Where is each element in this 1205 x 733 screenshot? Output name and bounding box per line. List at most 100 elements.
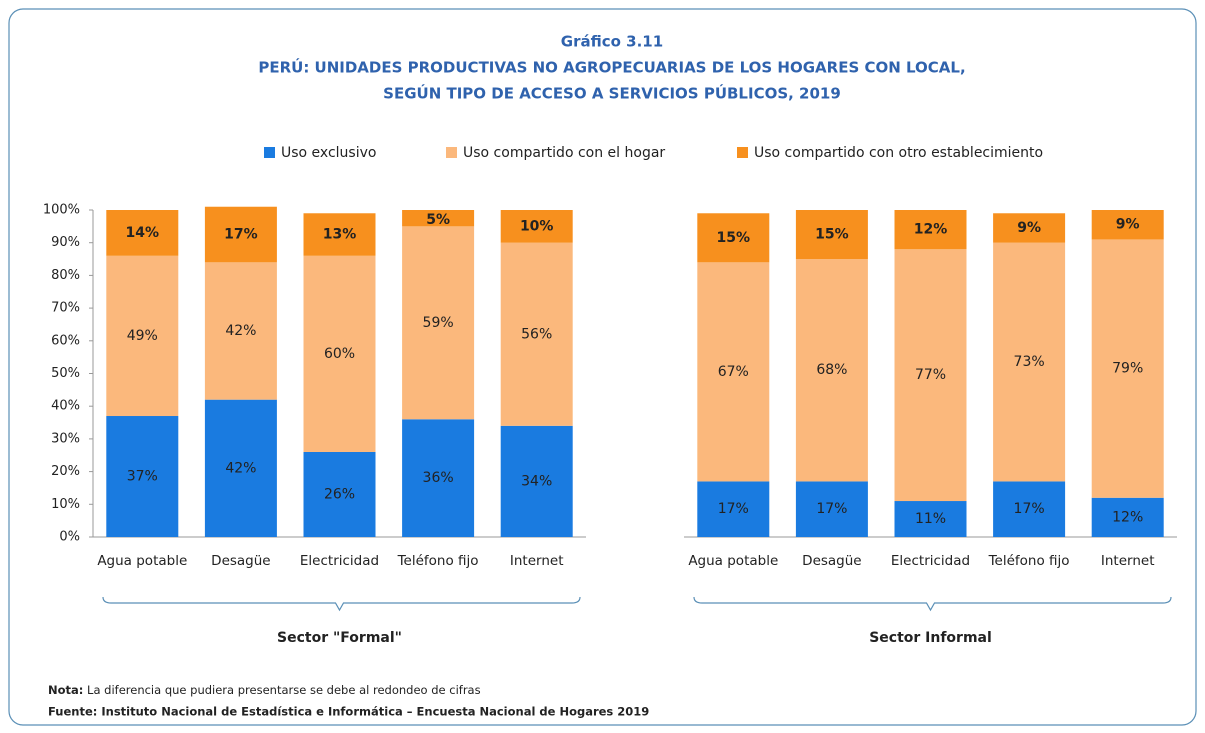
data-label: 79% xyxy=(1112,361,1143,377)
data-label: 77% xyxy=(915,367,946,383)
data-label: 37% xyxy=(127,469,158,485)
bar-segment xyxy=(204,206,277,263)
bar-segment xyxy=(993,481,1066,537)
data-label: 56% xyxy=(521,326,552,342)
bar-segment xyxy=(402,210,475,227)
chart-title: PERÚ: UNIDADES PRODUCTIVAS NO AGROPECUAR… xyxy=(258,58,965,77)
y-tick-label: 50% xyxy=(51,366,80,381)
bar-segment xyxy=(402,226,475,420)
bar-segment xyxy=(795,210,868,260)
data-label: 10% xyxy=(520,218,554,234)
data-label: 9% xyxy=(1116,217,1140,233)
bar-segment xyxy=(303,213,376,256)
bar-segment xyxy=(894,249,967,502)
data-label: 12% xyxy=(1112,509,1143,525)
bar-segment xyxy=(1091,239,1164,498)
x-tick-label: Agua potable xyxy=(97,553,187,569)
bar-segment xyxy=(500,242,573,426)
data-label: 59% xyxy=(423,315,454,331)
bar-segment xyxy=(697,213,770,263)
note: Nota: La diferencia que pudiera presenta… xyxy=(48,683,481,697)
bar-segment xyxy=(697,481,770,537)
bar-segment xyxy=(500,210,573,243)
x-tick-label: Teléfono fijo xyxy=(988,553,1070,569)
source: Fuente: Instituto Nacional de Estadístic… xyxy=(48,705,649,719)
group-brace xyxy=(693,596,1172,612)
bar-segment xyxy=(106,416,179,537)
data-label: 36% xyxy=(423,470,454,486)
y-tick-label: 90% xyxy=(51,235,80,250)
data-label: 42% xyxy=(225,460,256,476)
legend-swatch xyxy=(264,147,275,158)
y-tick-label: 80% xyxy=(51,268,80,283)
y-tick-label: 10% xyxy=(51,497,80,512)
data-label: 9% xyxy=(1017,220,1041,236)
data-label: 17% xyxy=(816,501,847,517)
bar-segment xyxy=(795,481,868,537)
data-label: 15% xyxy=(815,227,849,243)
legend-label: Uso compartido con otro establecimiento xyxy=(754,145,1043,161)
y-tick-label: 60% xyxy=(51,333,80,348)
data-label: 5% xyxy=(426,212,450,228)
y-tick-label: 30% xyxy=(51,431,80,446)
x-tick-label: Internet xyxy=(510,553,564,569)
bar-segment xyxy=(993,242,1066,482)
data-label: 17% xyxy=(718,501,749,517)
data-label: 42% xyxy=(225,323,256,339)
x-tick-label: Desagüe xyxy=(211,553,270,569)
note-text: La diferencia que pudiera presentarse se… xyxy=(83,683,480,697)
bar-segment xyxy=(303,255,376,452)
data-label: 26% xyxy=(324,486,355,502)
x-tick-label: Agua potable xyxy=(688,553,778,569)
x-tick-label: Teléfono fijo xyxy=(397,553,479,569)
bar-segment xyxy=(993,213,1066,243)
legend-label: Uso exclusivo xyxy=(281,145,376,161)
chart-kicker: Gráfico 3.11 xyxy=(561,33,663,51)
y-tick-label: 40% xyxy=(51,399,80,414)
data-label: 17% xyxy=(224,227,258,243)
data-label: 14% xyxy=(126,225,160,241)
bar-segment xyxy=(894,210,967,250)
bar-segment xyxy=(106,255,179,417)
y-tick-label: 0% xyxy=(59,530,80,545)
bar-segment xyxy=(795,259,868,482)
bar-segment xyxy=(204,399,277,537)
y-tick-label: 20% xyxy=(51,464,80,479)
bar-segment xyxy=(204,262,277,400)
legend-label: Uso compartido con el hogar xyxy=(463,145,665,161)
data-label: 49% xyxy=(127,328,158,344)
x-tick-label: Internet xyxy=(1101,553,1155,569)
note-label: Nota: xyxy=(48,683,83,697)
bar-segment xyxy=(1091,210,1164,240)
bar-segment xyxy=(402,419,475,537)
data-label: 34% xyxy=(521,473,552,489)
data-label: 67% xyxy=(718,364,749,380)
bar-segment xyxy=(500,425,573,537)
data-label: 15% xyxy=(717,230,751,246)
bar-segment xyxy=(303,451,376,537)
bar-segment xyxy=(697,262,770,482)
chart-title: SEGÚN TIPO DE ACCESO A SERVICIOS PÚBLICO… xyxy=(383,84,841,103)
y-tick-label: 70% xyxy=(51,301,80,316)
legend-swatch xyxy=(446,147,457,158)
y-tick-label: 100% xyxy=(43,203,80,218)
frame xyxy=(8,8,1197,726)
data-label: 68% xyxy=(816,362,847,378)
bar-segment xyxy=(1091,497,1164,537)
legend-swatch xyxy=(737,147,748,158)
bar-segment xyxy=(894,501,967,537)
data-label: 13% xyxy=(323,227,357,243)
x-tick-label: Desagüe xyxy=(802,553,861,569)
data-label: 60% xyxy=(324,346,355,362)
data-label: 12% xyxy=(914,222,948,238)
group-label: Sector Informal xyxy=(869,630,992,646)
bar-segment xyxy=(106,210,179,256)
group-label: Sector "Formal" xyxy=(277,630,402,646)
data-label: 11% xyxy=(915,511,946,527)
x-tick-label: Electricidad xyxy=(300,553,379,569)
data-label: 73% xyxy=(1014,354,1045,370)
data-label: 17% xyxy=(1014,501,1045,517)
group-brace xyxy=(102,596,581,612)
x-tick-label: Electricidad xyxy=(891,553,970,569)
